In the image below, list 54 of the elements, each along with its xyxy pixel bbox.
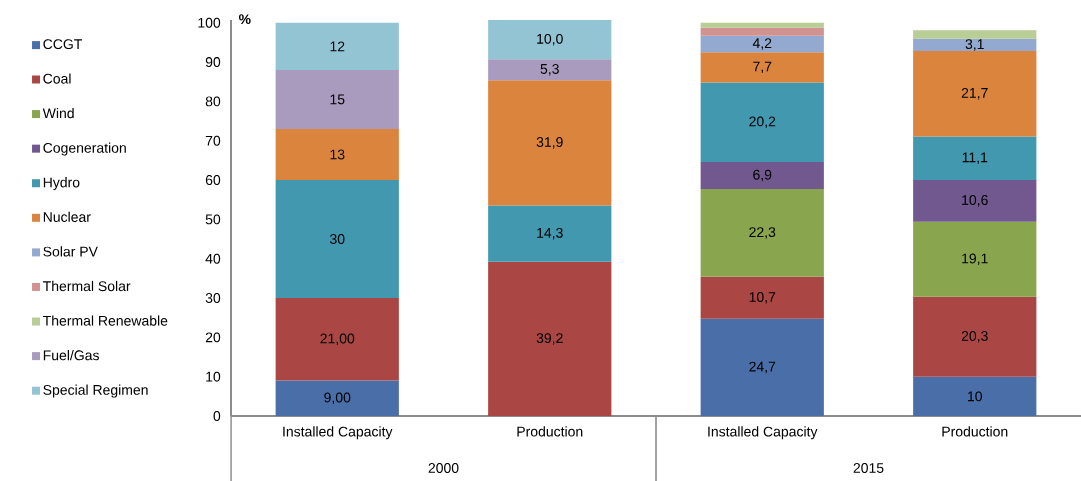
x-tick-label: Production xyxy=(942,426,1008,437)
legend-label: Solar PV xyxy=(43,246,98,257)
y-tick-label: 70 xyxy=(205,135,221,146)
data-label: 19,1 xyxy=(962,253,988,266)
y-tick-label: 0 xyxy=(213,411,221,421)
data-label: 10,0 xyxy=(537,33,563,46)
y-tick-label: 60 xyxy=(205,175,221,186)
y-tick-label: 40 xyxy=(205,253,221,264)
data-label: 10,7 xyxy=(749,292,776,304)
legend-label: Wind xyxy=(42,107,74,119)
x-tick-label: Installed Capacity xyxy=(283,426,393,440)
data-label: 39,2 xyxy=(536,333,563,345)
x-tick-label: Installed Capacity xyxy=(708,426,818,440)
data-label: 3,1 xyxy=(965,39,984,51)
legend-label: Nuclear xyxy=(43,211,91,222)
y-axis-title: % xyxy=(238,14,251,25)
data-label: 12 xyxy=(330,41,345,52)
x-tick-label: Production xyxy=(517,426,583,437)
y-tick-label: 50 xyxy=(205,214,221,225)
data-label: 13 xyxy=(330,149,345,160)
legend-label: Thermal Solar xyxy=(43,280,131,292)
text: 2000 xyxy=(428,463,459,473)
data-label: 20,3 xyxy=(961,330,988,343)
data-label: 14,3 xyxy=(537,227,563,240)
legend-label: Fuel/Gas xyxy=(43,350,99,361)
data-label: 22,3 xyxy=(749,227,776,239)
data-label: 20,2 xyxy=(749,116,776,129)
legend-label: Coal xyxy=(43,73,71,84)
data-label: 10,6 xyxy=(962,195,988,207)
data-label: 5,3 xyxy=(540,63,559,76)
data-label: 4,2 xyxy=(752,38,772,50)
data-label: 11,1 xyxy=(962,152,988,164)
data-label: 21,7 xyxy=(961,87,988,100)
data-label: 6,9 xyxy=(753,169,772,182)
data-label: 21,00 xyxy=(320,333,355,346)
y-tick-label: 100 xyxy=(198,17,221,28)
y-tick-label: 20 xyxy=(205,332,221,343)
text: 2015 xyxy=(853,463,884,473)
data-label: 7,7 xyxy=(753,61,772,74)
data-label: 9,00 xyxy=(324,392,351,405)
legend-label: Thermal Renewable xyxy=(43,315,168,326)
y-tick-label: 90 xyxy=(205,57,221,68)
y-tick-label: 30 xyxy=(205,293,221,303)
legend-label: CCGT xyxy=(43,39,83,50)
data-label: 10 xyxy=(968,391,982,402)
legend-label: Cogeneration xyxy=(43,142,126,156)
y-tick-label: 10 xyxy=(206,371,221,382)
legend-label: Hydro xyxy=(43,177,80,191)
data-label: 15 xyxy=(330,94,345,105)
y-tick-label: 80 xyxy=(205,96,221,107)
data-label: 24,7 xyxy=(749,361,776,374)
data-label: 30 xyxy=(329,234,345,244)
data-label: 31,9 xyxy=(536,137,563,149)
legend-label: Special Regimen xyxy=(43,384,148,398)
